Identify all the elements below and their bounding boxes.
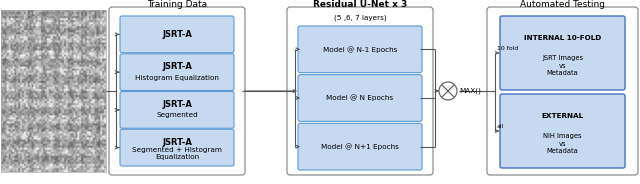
Text: INTERNAL 10-FOLD: INTERNAL 10-FOLD [524, 35, 601, 41]
Text: JSRT-A: JSRT-A [162, 100, 192, 109]
Text: Model @ N+1 Epochs: Model @ N+1 Epochs [321, 143, 399, 150]
Text: all: all [497, 124, 504, 129]
Text: JSRT-A: JSRT-A [162, 138, 192, 147]
Text: JSRT-A: JSRT-A [162, 30, 192, 39]
Text: Training Data: Training Data [147, 0, 207, 9]
Text: Histogram Equalization: Histogram Equalization [135, 75, 219, 81]
FancyBboxPatch shape [298, 26, 422, 73]
FancyBboxPatch shape [298, 123, 422, 170]
Bar [1, 10, 106, 172]
FancyBboxPatch shape [109, 7, 245, 175]
Text: Segmented + Histogram
Equalization: Segmented + Histogram Equalization [132, 147, 222, 160]
Text: NIH Images
vs
Metadata: NIH Images vs Metadata [543, 133, 582, 154]
FancyBboxPatch shape [120, 54, 234, 91]
Text: JSRT Images
vs
Metadata: JSRT Images vs Metadata [542, 55, 583, 76]
Text: (5 ,6, 7 layers): (5 ,6, 7 layers) [333, 15, 387, 21]
Text: EXTERNAL: EXTERNAL [541, 113, 584, 119]
FancyBboxPatch shape [500, 94, 625, 168]
FancyBboxPatch shape [298, 75, 422, 121]
FancyBboxPatch shape [120, 16, 234, 53]
FancyBboxPatch shape [500, 16, 625, 90]
Text: Automated Testing: Automated Testing [520, 0, 605, 9]
Text: Model @ N-1 Epochs: Model @ N-1 Epochs [323, 46, 397, 53]
FancyBboxPatch shape [287, 7, 433, 175]
Text: Model @ N Epochs: Model @ N Epochs [326, 95, 394, 101]
FancyBboxPatch shape [120, 91, 234, 128]
Text: Residual U-Net x 3: Residual U-Net x 3 [313, 0, 407, 9]
Text: MAX(): MAX() [459, 88, 481, 94]
FancyBboxPatch shape [120, 129, 234, 166]
Text: Segmented: Segmented [156, 112, 198, 118]
Text: 10 fold: 10 fold [497, 46, 518, 51]
Text: JSRT-A: JSRT-A [162, 62, 192, 71]
Circle shape [439, 82, 457, 100]
FancyBboxPatch shape [487, 7, 638, 175]
